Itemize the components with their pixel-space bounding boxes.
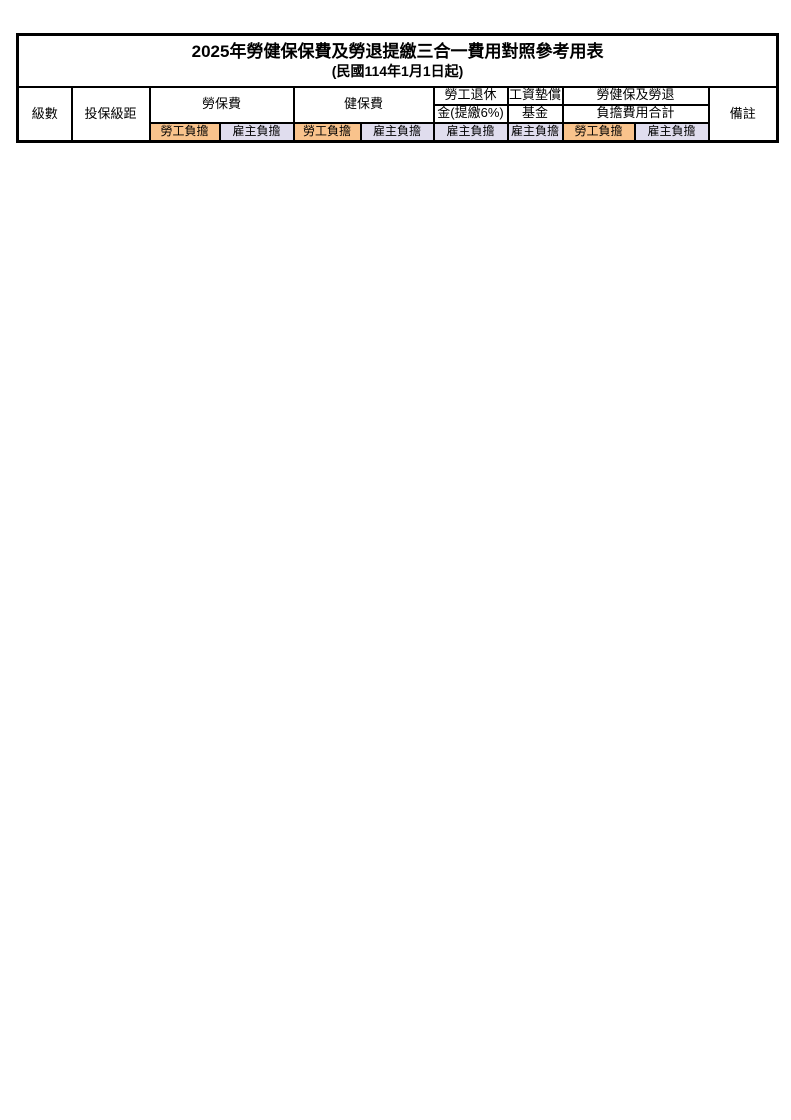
subheader-employer: 雇主負擔 [633, 121, 710, 143]
subheader-employee: 勞工負擔 [148, 121, 221, 143]
page: 2025年勞健保保費及勞退提繳三合一費用對照參考用表 (民國114年1月1日起)… [0, 0, 791, 143]
subheader-employer: 雇主負擔 [432, 121, 509, 143]
header-level: 級數 [16, 85, 73, 143]
header-total-line2: 負擔費用合計 [561, 103, 710, 124]
header-row-1: 級數 投保級距 勞保費 健保費 勞工退休 工資墊償 勞健保及勞退 備註 [16, 85, 779, 143]
header-wage-fund-line2: 基金 [506, 103, 564, 124]
subheader-employee: 勞工負擔 [292, 121, 362, 143]
page-subtitle: (民國114年1月1日起) [331, 62, 464, 79]
subheader-employer: 雇主負擔 [506, 121, 564, 143]
title-row: 2025年勞健保保費及勞退提繳三合一費用對照參考用表 (民國114年1月1日起) [16, 33, 779, 88]
subheader-employee: 勞工負擔 [561, 121, 636, 143]
subheader-row: 勞工負擔 雇主負擔 勞工負擔 雇主負擔 雇主負擔 雇主負擔 勞工負擔 雇主負擔 [18, 121, 778, 143]
header-remark: 備註 [707, 85, 779, 143]
table-title-cell: 2025年勞健保保費及勞退提繳三合一費用對照參考用表 (民國114年1月1日起) [16, 33, 779, 88]
header-labor-fee: 勞保費 [148, 85, 295, 124]
header-total-line1: 勞健保及勞退 [561, 85, 710, 106]
subheader-employer: 雇主負擔 [359, 121, 435, 143]
header-row-2: 金(提繳6%) 基金 負擔費用合計 [18, 103, 778, 124]
header-pension-line2: 金(提繳6%) [432, 103, 509, 124]
subheader-employer: 雇主負擔 [218, 121, 295, 143]
header-salary: 投保級距 [70, 85, 151, 143]
header-health-fee: 健保費 [292, 85, 435, 124]
premium-table: 2025年勞健保保費及勞退提繳三合一費用對照參考用表 (民國114年1月1日起)… [16, 33, 780, 143]
header-pension-line1: 勞工退休 [432, 85, 509, 106]
header-wage-fund-line1: 工資墊償 [506, 85, 564, 106]
page-title: 2025年勞健保保費及勞退提繳三合一費用對照參考用表 [191, 41, 604, 61]
